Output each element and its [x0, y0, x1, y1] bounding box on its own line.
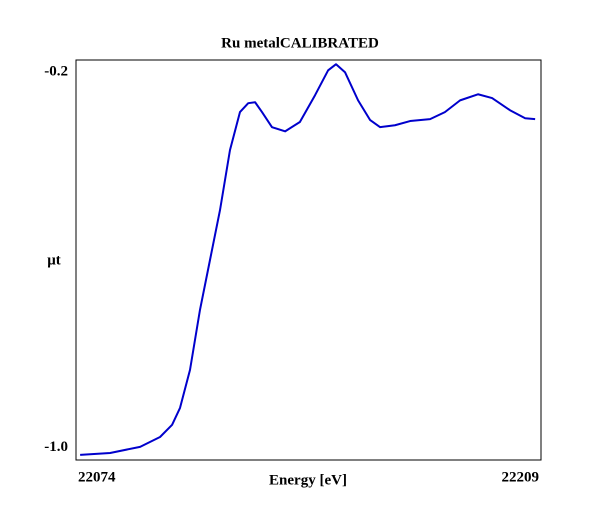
- plot-frame: [75, 59, 542, 461]
- x-tick-label: 22074: [78, 469, 116, 485]
- chart-title: Ru metalCALIBRATED: [221, 35, 379, 51]
- y-axis-label: μt: [47, 252, 61, 268]
- x-tick-label: 22209: [502, 469, 540, 485]
- data-line: [80, 63, 536, 456]
- x-axis-label: Energy [eV]: [269, 472, 347, 488]
- y-tick-label: -1.0: [44, 439, 68, 455]
- y-tick-label: -0.2: [44, 64, 68, 80]
